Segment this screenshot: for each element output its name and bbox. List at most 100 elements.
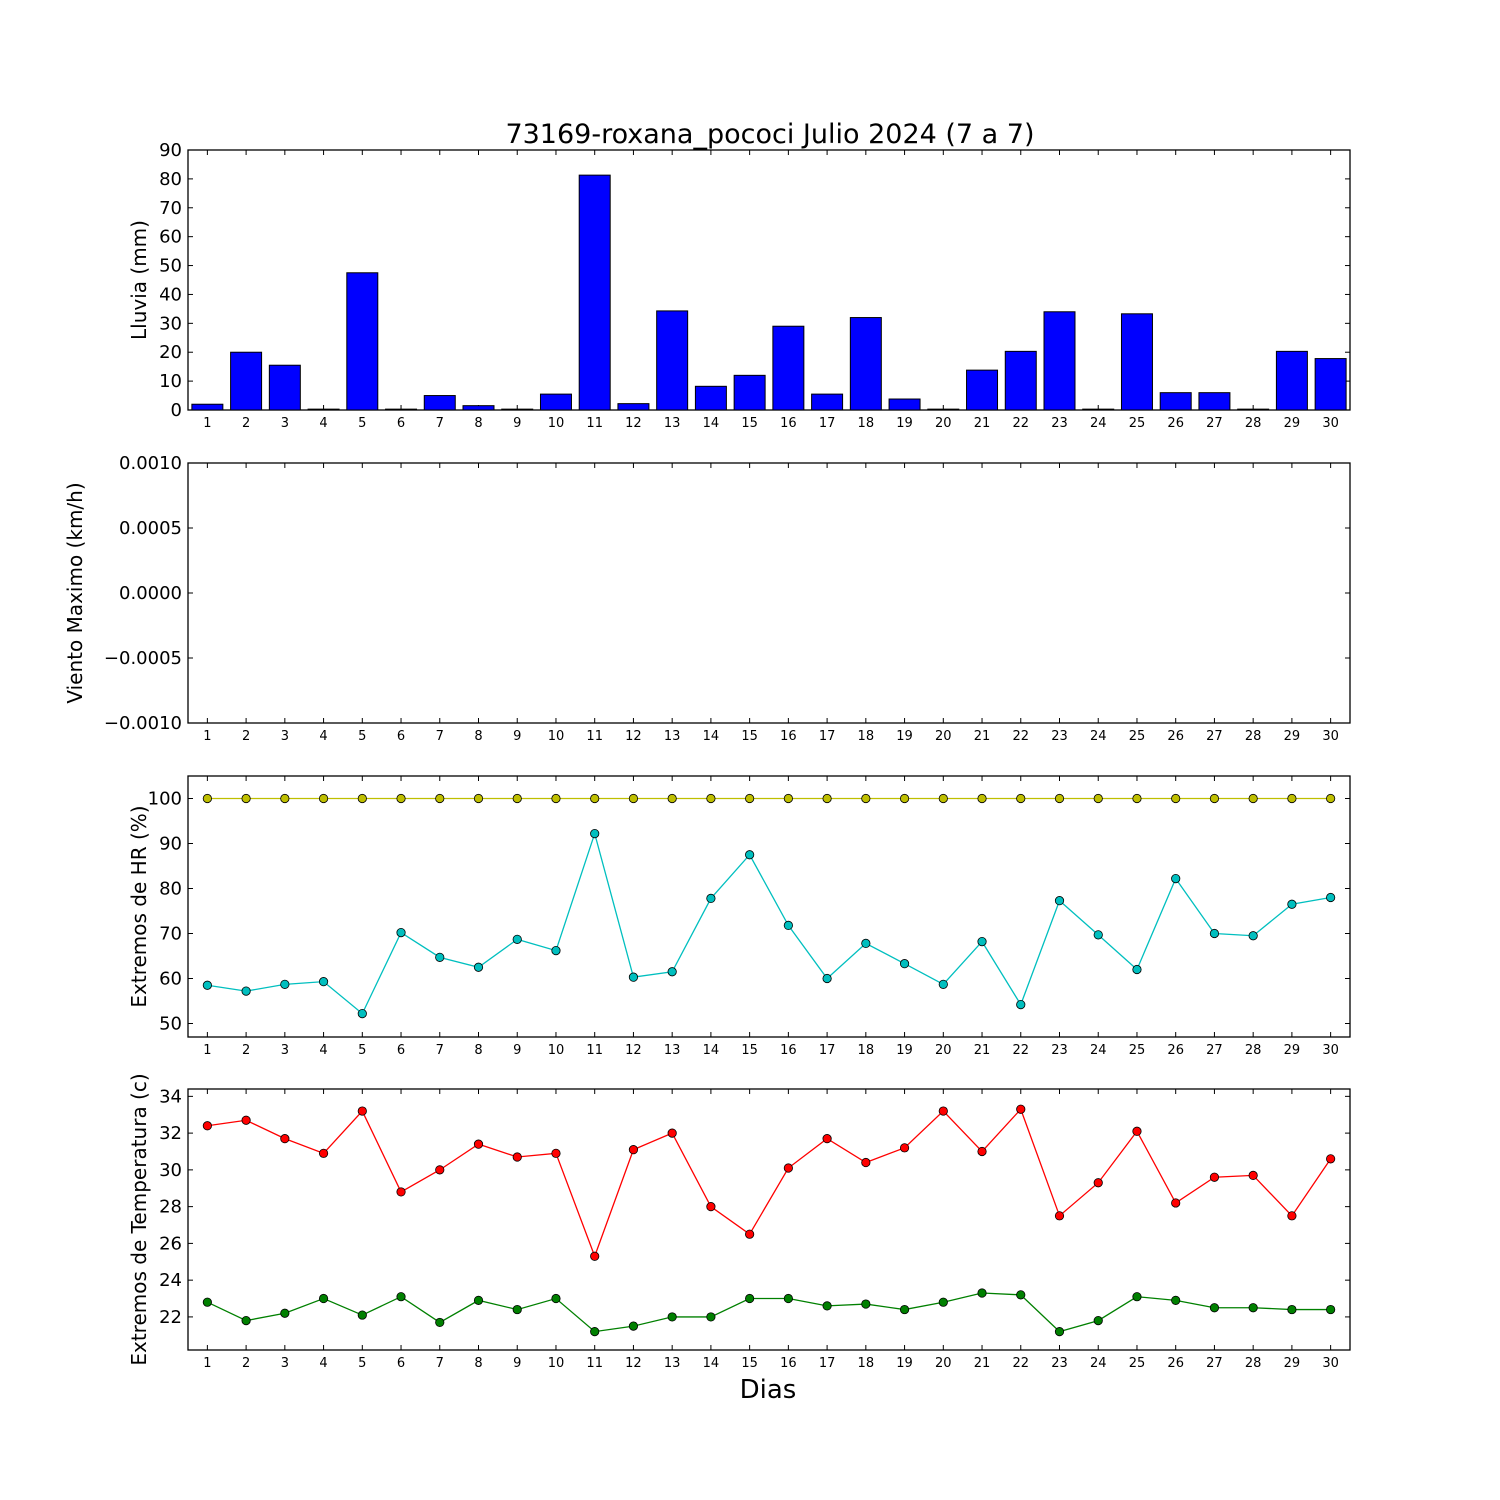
humidity-data-point [357,793,367,804]
temperature-data-point [1326,1304,1336,1315]
humidity-xtick-label: 19 [896,1043,913,1058]
humidity-data-point [822,793,832,804]
temperature-data-point [899,1304,910,1315]
humidity-xtick-label: 16 [780,1043,797,1058]
rain-xtick-label: 27 [1206,416,1223,431]
rain-xtick-label: 9 [513,416,521,431]
temperature-ytick-label: 28 [159,1197,182,1218]
humidity-data-point [1326,892,1336,903]
humidity-data-point [551,945,561,956]
temperature-data-point [1209,1172,1220,1182]
temperature-data-point [1132,1292,1142,1302]
temperature-data-point [318,1148,329,1158]
humidity-data-point [899,959,910,969]
humidity-data-point [1054,896,1065,906]
humidity-data-point [1093,793,1103,804]
humidity-data-point [938,793,948,804]
humidity-ytick-label: 70 [159,924,182,945]
temperature-data-point [551,1148,561,1158]
temperature-data-point [202,1297,212,1307]
humidity-data-point [899,793,910,804]
temperature-data-point [745,1229,755,1239]
chart-title: 73169-roxana_pococi Julio 2024 (7 a 7) [505,119,1034,150]
temperature-data-point [1132,1126,1142,1136]
humidity-xtick-label: 26 [1167,1043,1184,1058]
humidity-xtick-label: 3 [281,1043,289,1058]
temperature-ytick-label: 30 [159,1160,182,1181]
wind-xtick-label: 7 [436,729,444,744]
humidity-xtick-label: 25 [1129,1043,1146,1058]
rain-xtick-label: 11 [586,416,603,431]
humidity-data-point [1016,999,1026,1010]
wind-xtick-label: 13 [664,729,681,744]
wind-xtick-label: 11 [586,729,603,744]
humidity-data-point [1287,899,1297,909]
wind-xtick-label: 27 [1206,729,1223,744]
humidity-ytick-label: 100 [148,789,182,810]
humidity-data-point [667,793,677,804]
wind-ytick-label: −0.0005 [104,648,182,669]
wind-xtick-label: 23 [1051,729,1068,744]
humidity-xtick-label: 6 [397,1043,405,1058]
temperature-data-point [435,1317,445,1328]
temperature-xtick-label: 21 [974,1356,991,1371]
temperature-xtick-label: 10 [548,1356,565,1371]
humidity-data-point [318,793,329,804]
humidity-data-point [1171,873,1181,884]
temperature-data-point [1248,1170,1258,1180]
wind-xtick-label: 15 [741,729,758,744]
temperature-xtick-label: 7 [436,1356,444,1371]
humidity-xtick-label: 23 [1051,1043,1068,1058]
wind-xtick-label: 26 [1167,729,1184,744]
rain-ytick-label: 50 [159,256,182,277]
temperature-data-point [1016,1290,1026,1300]
temperature-data-point [1287,1211,1297,1221]
humidity-data-point [590,793,600,804]
wind-xtick-label: 6 [397,729,405,744]
humidity-xtick-label: 15 [741,1043,758,1058]
rain-ytick-label: 80 [159,169,182,190]
humidity-data-point [1093,930,1103,940]
humidity-xtick-label: 7 [436,1043,444,1058]
humidity-xtick-label: 11 [586,1043,603,1058]
rain-bar [268,364,301,411]
rain-xtick-label: 21 [974,416,991,431]
rain-bar [578,174,611,411]
temperature-data-point [783,1163,793,1173]
rain-bar [1120,313,1153,411]
rain-ytick-label: 60 [159,227,182,248]
temperature-xtick-label: 30 [1322,1356,1339,1371]
humidity-data-point [1326,793,1336,804]
humidity-data-point [473,793,484,804]
wind-xtick-label: 17 [819,729,836,744]
temperature-data-point [1209,1303,1220,1313]
wind-ytick-label: 0.0000 [119,583,182,604]
humidity-xtick-label: 17 [819,1043,836,1058]
rain-xtick-label: 22 [1012,416,1029,431]
temperature-data-point [435,1165,445,1175]
rain-bar [1004,350,1037,411]
temperature-xtick-label: 28 [1245,1356,1262,1371]
humidity-xtick-label: 4 [319,1043,327,1058]
temperature-ytick-label: 26 [159,1233,182,1254]
temperature-xtick-label: 4 [319,1356,327,1371]
rain-bar [1275,350,1308,411]
temperature-data-point [1326,1154,1336,1164]
humidity-data-point [667,967,677,977]
humidity-data-point [1248,931,1258,941]
humidity-data-point [590,828,600,839]
humidity-data-point [977,936,987,947]
rain-ytick-label: 10 [159,371,182,392]
humidity-data-point [628,793,639,804]
rain-bar [733,374,766,411]
rain-bar [423,395,456,411]
humidity-xtick-label: 30 [1322,1043,1339,1058]
rain-xtick-label: 16 [780,416,797,431]
rain-y-axis-label: Lluvia (mm) [127,220,151,340]
temperature-xtick-label: 24 [1090,1356,1107,1371]
temperature-xtick-label: 22 [1012,1356,1029,1371]
humidity-data-point [1054,793,1065,804]
humidity-data-point [396,793,406,804]
